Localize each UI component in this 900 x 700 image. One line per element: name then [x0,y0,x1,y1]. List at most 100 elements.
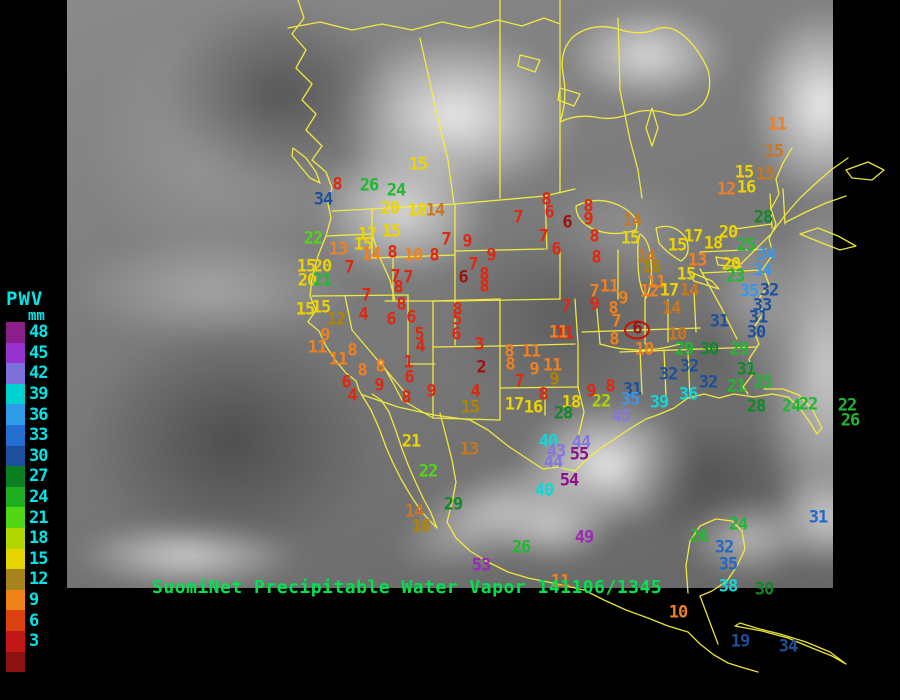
station-value: 17 [683,226,704,247]
station-value: 34 [756,244,777,265]
legend-entry [6,651,47,673]
station-value: 7 [441,229,451,250]
station-value: 4 [358,304,368,325]
station-value: 9 [426,381,436,402]
legend-entry: 30 [6,445,49,467]
station-value: 32 [679,356,700,377]
station-value: 14 [622,210,643,231]
station-value: 11 [599,276,620,297]
legend-swatch [6,507,25,528]
station-value: 7 [561,296,571,317]
legend-swatch [6,569,25,590]
station-value: 11 [550,571,571,592]
station-value: 24 [386,180,407,201]
station-value: 5 [414,324,424,345]
legend-swatch [6,383,25,405]
station-value: 9 [589,294,599,315]
legend-entry: 45 [6,342,49,364]
legend-title: PWV [6,288,44,310]
station-value: 8 [396,294,406,315]
station-value: 15 [676,264,697,285]
station-value: 31 [709,311,730,332]
station-value: 8 [504,341,514,362]
station-value: 5 [452,309,462,330]
station-value: 20 [718,222,739,243]
station-value: 35 [620,389,641,410]
legend-swatch [6,651,25,673]
station-value: 11 [542,355,563,376]
legend-label: 6 [29,610,39,631]
station-value: 15 [295,299,316,320]
station-value: 17 [504,394,525,415]
station-value: 8 [332,174,342,195]
legend-swatch [6,466,25,487]
station-value: 31 [736,359,757,380]
station-value: 15 [755,164,776,185]
station-value: 30 [754,579,775,600]
station-value: 10 [403,245,424,266]
station-value: 26 [840,410,861,431]
station-value: 15 [620,228,641,249]
station-value: 22 [303,228,324,249]
station-value: 40 [534,480,555,501]
station-value: 8 [347,340,357,361]
station-value: 11 [307,337,328,358]
station-value: 8 [452,299,462,320]
station-value: 30 [699,339,720,360]
station-value: 16 [411,516,432,537]
legend-entry: 6 [6,610,47,631]
station-value: 18 [407,200,428,221]
station-value: 43 [546,441,567,462]
station-value: 53 [471,555,492,576]
station-value: 44 [543,452,564,473]
station-value: 24 [728,514,749,535]
station-value: 13 [459,439,480,460]
station-value: 23 [725,266,746,287]
station-value: 7 [361,285,371,306]
station-value: 31 [622,379,643,400]
station-value: 13 [328,239,349,260]
station-value: 8 [479,264,489,285]
station-value: 39 [649,392,670,413]
station-value: 11 [548,322,569,343]
station-value: 8 [387,242,397,263]
legend-swatch [6,404,25,425]
station-value: 34 [778,636,799,657]
station-value: 15 [667,235,688,256]
legend-entry: 21 [6,507,49,528]
station-value: 8 [541,189,551,210]
legend-swatch [6,589,25,611]
station-value: 16 [523,397,544,418]
station-value: 16 [641,257,662,278]
station-value: 8 [608,298,618,319]
station-value: 4 [347,385,357,406]
station-value: 8 [609,329,619,350]
station-value: 20 [312,256,333,277]
legend-entry: 24 [6,486,49,508]
station-value: 11 [767,114,788,135]
station-value: 13 [687,250,708,271]
station-value: 29 [729,339,750,360]
station-value: 8 [583,196,593,217]
station-value: 6 [341,372,351,393]
station-value: 22 [837,395,858,416]
dark-region [82,320,382,560]
station-value: 7 [390,266,400,287]
legend-swatch [6,322,25,343]
legend-label: 21 [29,507,49,528]
station-value: 26 [511,537,532,558]
station-value: 25 [753,372,774,393]
station-value: 14 [404,501,425,522]
station-value: 32 [658,364,679,385]
station-value: 14 [636,246,657,267]
legend-entry: 39 [6,383,49,405]
legend-entry: 12 [6,569,49,590]
station-value: 28 [553,403,574,424]
legend-swatch [6,445,25,467]
station-value: 26 [689,526,710,547]
station-value: 32 [714,537,735,558]
station-value: 31 [808,507,829,528]
station-value: 22 [798,394,819,415]
station-value: 7 [611,311,621,332]
station-value: 7 [513,207,523,228]
